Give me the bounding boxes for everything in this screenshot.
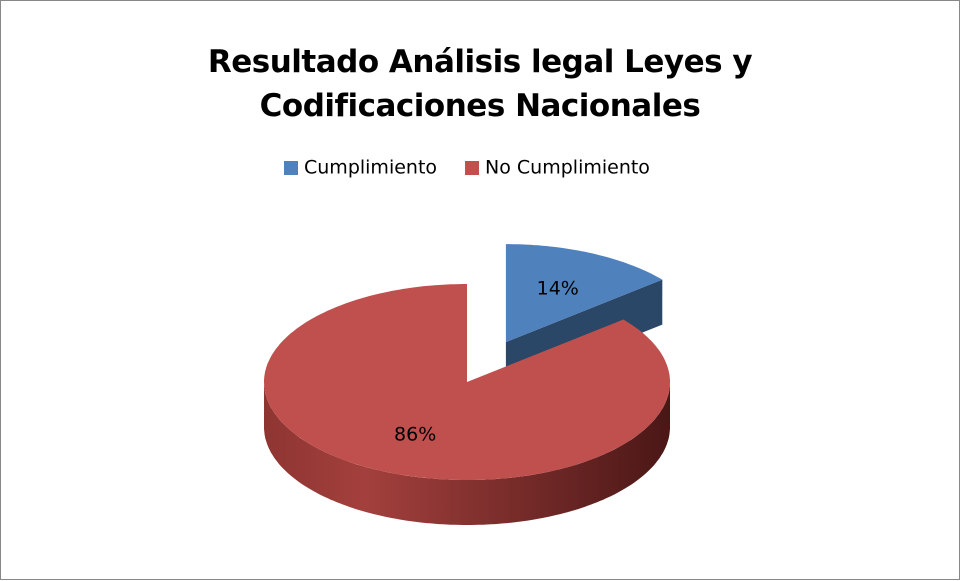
chart-title: Resultado Análisis legal Leyes y Codific… bbox=[207, 44, 753, 124]
legend-label: No Cumplimiento bbox=[485, 157, 650, 179]
slice-side bbox=[264, 382, 670, 525]
legend-swatch bbox=[465, 161, 480, 175]
legend-label: Cumplimiento bbox=[304, 157, 437, 179]
slice bbox=[505, 244, 663, 343]
slice bbox=[264, 284, 670, 480]
legend-swatch bbox=[284, 161, 298, 175]
data-label: 86% bbox=[394, 424, 436, 446]
data-label: 14% bbox=[537, 277, 579, 299]
